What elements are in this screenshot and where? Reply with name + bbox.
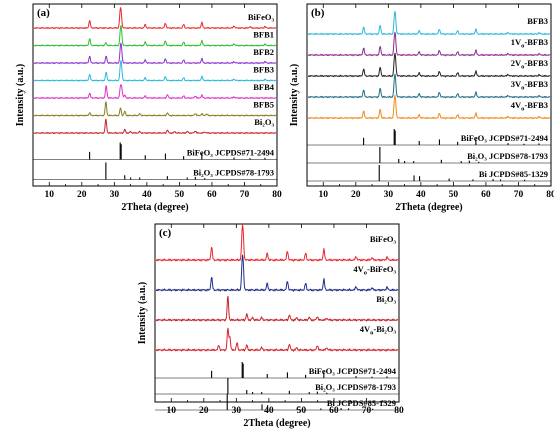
panel-b-y-axis-label: Intensity (a.u.) <box>289 64 300 127</box>
panel-b-trace-bfb3-label: BFB3 <box>527 16 548 26</box>
panel-a-ref-label-bifeo3-jcpds-71-2494: BiFeO₃ JCPDS#71-2494 <box>187 148 275 158</box>
panel-b-xtick-label-30: 30 <box>384 190 394 200</box>
panel-c-trace-bi2o3 <box>155 295 399 322</box>
panel-c-trace-4vo-bi2o3 <box>155 327 399 352</box>
panel-a-xtick-label-20: 20 <box>77 190 87 200</box>
panel-a-ref-bi2o3-jcpds-78-1793: Bi₂O₃ JCPDS#78-1793 <box>33 162 277 180</box>
panel-c-xtick-label-30: 30 <box>232 406 242 416</box>
panel-a-xtick-label-30: 30 <box>110 190 120 200</box>
panel-b-xtick-label-40: 40 <box>416 190 426 200</box>
panel-c-trace-4vo-bifeo3 <box>155 254 399 292</box>
panel-c-xtick-label-70: 70 <box>362 406 372 416</box>
panel-c-x-axis-label: 2Theta (degree) <box>243 418 310 429</box>
panel-c-xtick-label-40: 40 <box>264 406 274 416</box>
panel-b-label: (b) <box>311 7 325 19</box>
panel-b-trace-1vo-bfb3-label: 1Vo-BFB3 <box>511 37 548 50</box>
panel-a-xtick-label-40: 40 <box>142 190 152 200</box>
panel-a-x-axis-label: 2Theta (degree) <box>121 202 188 213</box>
panel-c-xtick-label-10: 10 <box>167 406 177 416</box>
panel-c-ref-label-bifeo3-jcpds-71-2494: BiFeO₃ JCPDS#71-2494 <box>309 366 397 376</box>
panel-a-trace-bifeo3-label: BiFeO₃ <box>248 12 275 22</box>
panel-b-ref-label-bifeo3-jcpds-71-2494: BiFeO₃ JCPDS#71-2494 <box>461 133 549 143</box>
panel-a-trace-bi2o3-label: Bi₂O₃ <box>254 117 274 127</box>
panel-b-trace-4vo-bfb3 <box>307 94 551 120</box>
panel-a-trace-bfb4-label: BFB4 <box>253 82 275 92</box>
panel-c-xtick-label-60: 60 <box>329 406 339 416</box>
panel-b-ref-bifeo3-jcpds-71-2494: BiFeO₃ JCPDS#71-2494 <box>307 129 551 146</box>
panel-b-ref-bi-jcpds-85-1329: Bi JCPDS#85-1329 <box>307 165 551 182</box>
panel-b-xtick-label-70: 70 <box>514 190 524 200</box>
panel-c-plot-frame <box>154 223 400 403</box>
panel-c-xtick-label-50: 50 <box>297 406 307 416</box>
panel-b-ref-label-bi2o3-jcpds-78-1793: Bi₂O₃ JCPDS#78-1793 <box>467 151 548 161</box>
panel-a-trace-bfb5 <box>33 101 277 117</box>
panel-a-trace-bfb2 <box>33 42 277 65</box>
panel-c-ref-bi2o3-jcpds-78-1793: Bi₂O₃ JCPDS#78-1793 <box>155 378 399 395</box>
panel-a-label: (a) <box>37 7 50 19</box>
panel-c-ref-bifeo3-jcpds-71-2494: BiFeO₃ JCPDS#71-2494 <box>155 362 399 379</box>
panel-b-trace-2vo-bfb3 <box>307 52 551 78</box>
panel-b-x-axis-label: 2Theta (degree) <box>395 202 462 213</box>
panel-b-xtick-label-10: 10 <box>319 190 329 200</box>
panel-b: (b) BFB3 1Vo-BFB3 2Vo-BFB3 3Vo-BFB3 4Vo-BFB3 B… <box>289 3 554 213</box>
panel-b-trace-3vo-bfb3 <box>307 73 551 99</box>
panel-c-y-axis-label: Intensity (a.u.) <box>137 282 148 345</box>
panel-c-trace-bi2o3-label: Bi₂O₃ <box>376 294 396 304</box>
panel-b-ref-label-bi-jcpds-85-1329: Bi JCPDS#85-1329 <box>479 169 548 179</box>
panel-b-trace-4vo-bfb3-label: 4Vo-BFB3 <box>511 100 548 113</box>
panel-a-xtick-label-70: 70 <box>240 190 250 200</box>
panel-b-xtick-label-80: 80 <box>546 190 554 200</box>
panel-a-trace-bfb1-label: BFB1 <box>253 30 274 40</box>
panel-a-plot-frame <box>32 3 278 187</box>
panel-b-xtick-label-20: 20 <box>351 190 361 200</box>
panel-a-ref-label-bi2o3-jcpds-78-1793: Bi₂O₃ JCPDS#78-1793 <box>193 168 274 178</box>
panel-a-xtick-label-50: 50 <box>175 190 185 200</box>
panel-c-trace-4vo-bifeo3-label: 4Vo-BiFeO₃ <box>353 264 396 277</box>
panel-b-trace-bfb3 <box>307 10 551 36</box>
panel-a-trace-bfb3 <box>33 60 277 82</box>
panel-a-trace-bfb5-label: BFB5 <box>253 100 274 110</box>
panel-b-xtick-label-50: 50 <box>449 190 459 200</box>
panel-c-trace-bifeo3-label: BiFeO₃ <box>370 234 397 244</box>
panel-c-ref-bi-jcpds-85-1329: Bi JCPDS#85-1329 <box>155 394 399 411</box>
panel-a: (a) BiFeO₃ BFB1 BFB2 BFB3 BFB4 BFB5 Bi₂O₃ BiFeO₃… <box>15 3 282 213</box>
panel-b-trace-3vo-bfb3-label: 3Vo-BFB3 <box>511 79 548 92</box>
panel-a-trace-bfb4 <box>33 84 277 100</box>
panel-a-xtick-label-10: 10 <box>45 190 55 200</box>
panel-c-label: (c) <box>159 227 172 239</box>
panel-a-xtick-label-60: 60 <box>207 190 217 200</box>
panel-c-trace-4vo-bi2o3-label: 4Vo-Bi₂O₃ <box>360 324 397 337</box>
panel-a-trace-bfb1 <box>33 25 277 47</box>
panel-a-y-axis-label: Intensity (a.u.) <box>15 64 26 127</box>
panel-c-ref-label-bi2o3-jcpds-78-1793: Bi₂O₃ JCPDS#78-1793 <box>315 382 396 392</box>
panel-a-trace-bfb3-label: BFB3 <box>253 65 274 75</box>
panel-b-ref-bi2o3-jcpds-78-1793: Bi₂O₃ JCPDS#78-1793 <box>307 147 551 164</box>
panel-b-xtick-label-60: 60 <box>481 190 491 200</box>
panel-a-ref-bifeo3-jcpds-71-2494: BiFeO₃ JCPDS#71-2494 <box>33 142 277 160</box>
panel-c-xtick-label-80: 80 <box>394 406 404 416</box>
panel-a-trace-bi2o3 <box>33 118 277 135</box>
panel-c-trace-bifeo3 <box>155 224 399 262</box>
panel-a-xtick-label-80: 80 <box>272 190 282 200</box>
panel-b-plot-frame <box>306 3 552 187</box>
panel-c: (c) BiFeO₃ 4Vo-BiFeO₃ Bi₂O₃ 4Vo-Bi₂O₃ BiFeO₃ … <box>137 223 404 429</box>
panel-a-trace-bifeo3 <box>33 7 277 30</box>
panel-a-trace-bfb2-label: BFB2 <box>253 47 274 57</box>
panel-c-xtick-label-20: 20 <box>199 406 209 416</box>
panel-c-ref-label-bi-jcpds-85-1329: Bi JCPDS#85-1329 <box>327 398 396 408</box>
panel-b-trace-2vo-bfb3-label: 2Vo-BFB3 <box>511 58 548 71</box>
panel-b-trace-1vo-bfb3 <box>307 31 551 57</box>
